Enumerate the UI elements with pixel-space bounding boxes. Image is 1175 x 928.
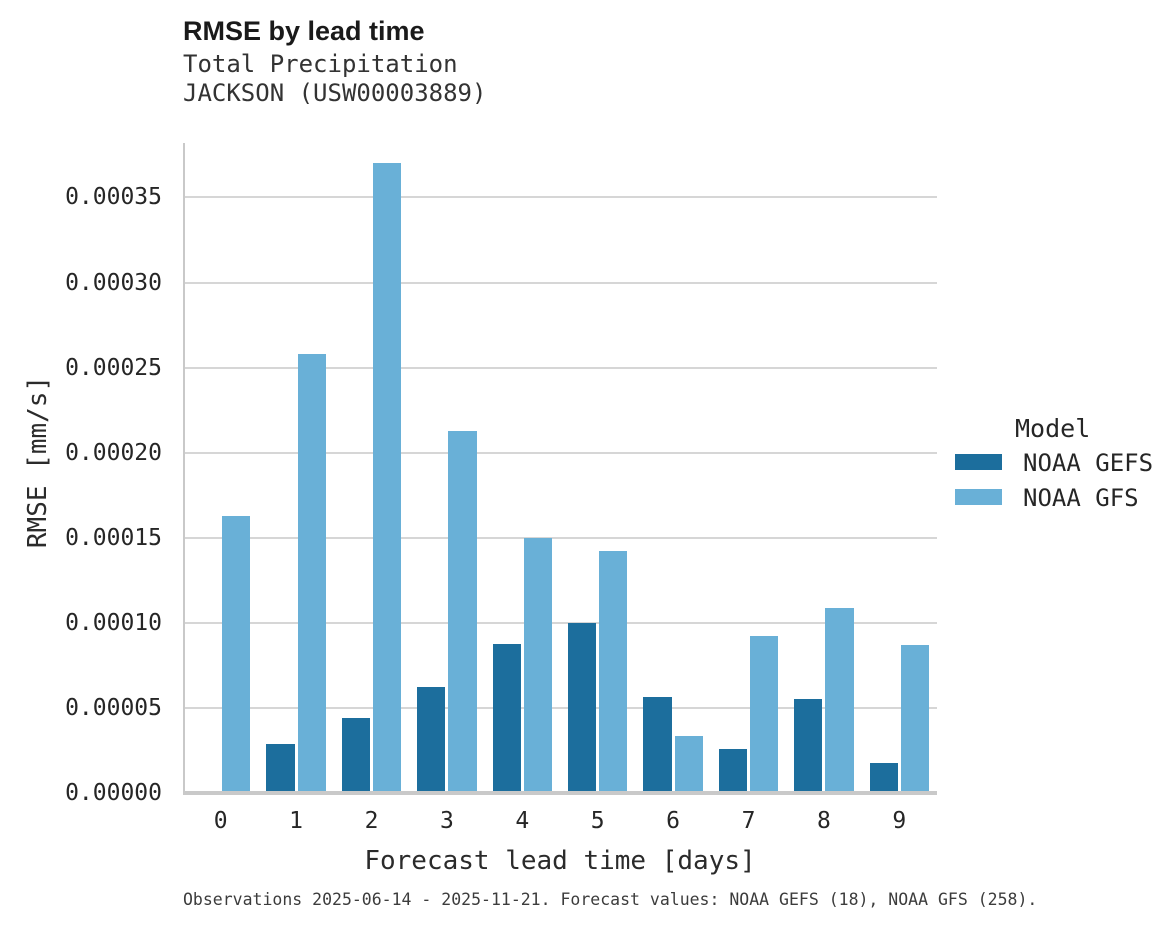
bar-noaa-gfs-lead-0 (222, 515, 251, 793)
x-axis-title: Forecast lead time [days] (364, 846, 756, 876)
bar-noaa-gfs-lead-3 (448, 430, 477, 793)
x-tick-label: 8 (816, 808, 831, 834)
gridline (183, 621, 937, 624)
bar-noaa-gfs-lead-1 (297, 353, 326, 793)
bar-noaa-gfs-lead-8 (825, 607, 854, 793)
x-tick-label: 9 (892, 808, 907, 834)
gridline (183, 281, 937, 284)
x-tick-label: 3 (439, 808, 454, 834)
gridline (183, 706, 937, 709)
legend-swatch-noaa-gfs (955, 489, 1002, 505)
bar-noaa-gefs-lead-1 (266, 743, 295, 793)
bar-noaa-gfs-lead-5 (599, 551, 628, 793)
legend-title: Model (1015, 414, 1091, 443)
x-tick-label: 4 (515, 808, 530, 834)
bar-noaa-gefs-lead-9 (869, 763, 898, 793)
x-tick-label: 0 (213, 808, 228, 834)
y-axis-spine (183, 143, 185, 793)
bar-noaa-gefs-lead-8 (794, 698, 823, 793)
y-tick-label: 0.00015 (65, 524, 162, 551)
gridline (183, 366, 937, 369)
bar-noaa-gfs-lead-6 (674, 735, 703, 793)
chart-subtitle-variable: Total Precipitation (183, 50, 458, 78)
y-tick-label: 0.00030 (65, 269, 162, 296)
y-tick-label: 0.00010 (65, 609, 162, 636)
bar-noaa-gfs-lead-4 (523, 537, 553, 793)
bar-noaa-gefs-lead-6 (643, 696, 672, 793)
bar-noaa-gefs-lead-4 (492, 644, 521, 793)
bar-noaa-gefs-lead-7 (718, 748, 747, 793)
gridline (183, 196, 937, 199)
bar-noaa-gefs-lead-2 (341, 718, 370, 793)
legend-item-noaa-gfs: NOAA GFS (945, 486, 1175, 510)
legend-label-noaa-gefs: NOAA GEFS (1023, 449, 1154, 477)
gridline (183, 536, 937, 539)
x-tick-label: 1 (289, 808, 304, 834)
chart-caption: Observations 2025-06-14 - 2025-11-21. Fo… (183, 890, 1038, 909)
y-tick-label: 0.00020 (65, 439, 162, 466)
chart-title: RMSE by lead time (183, 16, 425, 46)
y-tick-label: 0.00005 (65, 694, 162, 721)
x-tick-label: 5 (590, 808, 605, 834)
y-tick-label: 0.00025 (65, 354, 162, 381)
gridline (183, 451, 937, 454)
bar-noaa-gfs-lead-9 (900, 644, 930, 793)
legend-swatch-noaa-gefs (955, 454, 1002, 470)
x-axis-spine (183, 791, 937, 795)
x-tick-label: 6 (666, 808, 681, 834)
bar-noaa-gfs-lead-2 (373, 163, 402, 793)
bar-noaa-gefs-lead-3 (417, 686, 446, 793)
x-tick-label: 7 (741, 808, 756, 834)
legend-label-noaa-gfs: NOAA GFS (1023, 484, 1139, 512)
bar-noaa-gefs-lead-5 (567, 622, 597, 793)
y-tick-label: 0.00035 (65, 184, 162, 211)
y-tick-label: 0.00000 (65, 780, 162, 806)
chart-subtitle-station: JACKSON (USW00003889) (183, 79, 487, 107)
plot-area (183, 143, 937, 795)
bar-noaa-gfs-lead-7 (750, 635, 779, 793)
x-tick-label: 2 (364, 808, 379, 834)
legend-item-noaa-gefs: NOAA GEFS (945, 451, 1175, 475)
